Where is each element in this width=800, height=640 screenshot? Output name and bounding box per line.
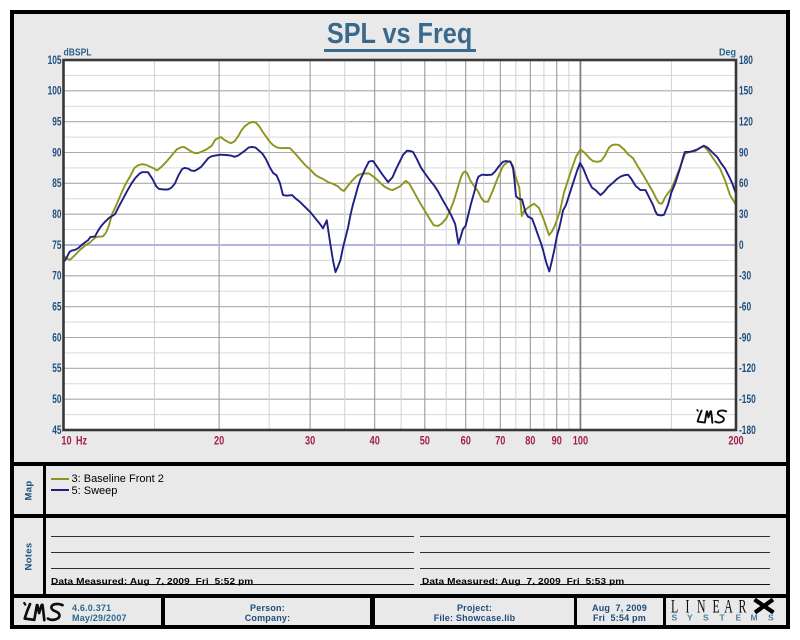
svg-text:N: N (697, 597, 706, 617)
svg-text:80: 80 (52, 209, 61, 221)
svg-text:95: 95 (52, 117, 62, 129)
svg-text:S: S (703, 613, 709, 623)
svg-text:80: 80 (525, 436, 535, 448)
svg-text:70: 70 (495, 436, 505, 448)
svg-text:30: 30 (739, 209, 748, 221)
svg-text:100: 100 (48, 86, 62, 98)
svg-text:90: 90 (552, 436, 562, 448)
svg-text:-30: -30 (739, 271, 751, 283)
svg-text:180: 180 (739, 55, 753, 67)
svg-text:-60: -60 (739, 302, 751, 314)
svg-text:M: M (751, 613, 758, 623)
svg-text:E: E (713, 597, 720, 617)
svg-text:90: 90 (52, 147, 61, 159)
svg-text:S: S (768, 613, 774, 623)
svg-text:45: 45 (52, 425, 62, 437)
svg-text:-120: -120 (739, 363, 756, 375)
svg-text:Deg: Deg (719, 47, 736, 59)
svg-text:T: T (720, 613, 726, 623)
svg-text:70: 70 (52, 271, 61, 283)
svg-text:-150: -150 (739, 394, 756, 406)
svg-text:105: 105 (48, 55, 62, 67)
svg-text:-90: -90 (739, 332, 751, 344)
svg-text:dBSPL: dBSPL (64, 47, 92, 59)
svg-text:30: 30 (305, 436, 315, 448)
svg-text:R: R (739, 597, 747, 617)
svg-text:65: 65 (52, 302, 62, 314)
svg-text:L: L (671, 597, 678, 617)
svg-text:75: 75 (52, 240, 62, 252)
svg-text:20: 20 (214, 436, 224, 448)
svg-text:A: A (724, 597, 733, 617)
svg-text:100: 100 (573, 436, 588, 448)
svg-text:50: 50 (52, 394, 61, 406)
svg-text:90: 90 (739, 147, 748, 159)
svg-text:60: 60 (52, 332, 61, 344)
svg-text:-180: -180 (739, 425, 756, 437)
svg-text:I: I (686, 597, 690, 617)
svg-text:40: 40 (370, 436, 380, 448)
svg-text:120: 120 (739, 117, 753, 129)
svg-text:55: 55 (52, 363, 62, 375)
svg-text:10: 10 (61, 436, 71, 448)
svg-text:150: 150 (739, 86, 753, 98)
svg-text:E: E (736, 613, 742, 623)
svg-text:Hz: Hz (76, 436, 87, 448)
svg-text:60: 60 (739, 178, 748, 190)
svg-text:85: 85 (52, 178, 62, 190)
svg-text:200: 200 (728, 436, 743, 448)
svg-text:50: 50 (420, 436, 430, 448)
svg-text:Y: Y (687, 613, 693, 623)
svg-text:0: 0 (739, 240, 744, 252)
svg-text:S: S (672, 613, 678, 623)
svg-text:60: 60 (461, 436, 471, 448)
